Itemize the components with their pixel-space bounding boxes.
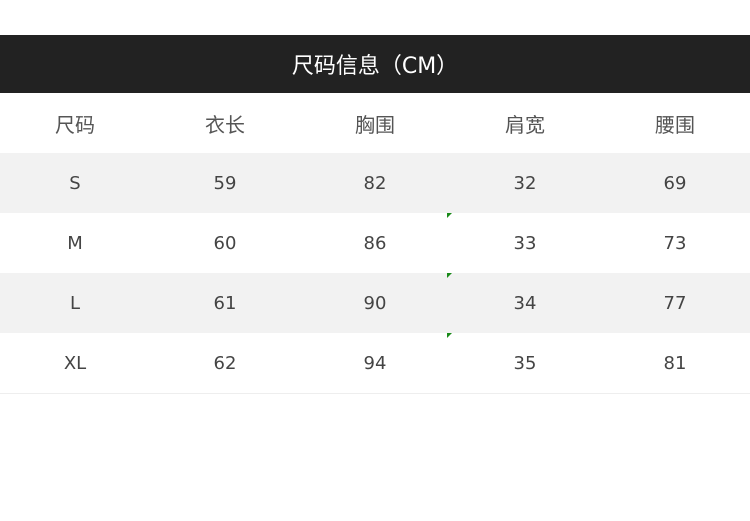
table-row: L 61 90 34 77 <box>0 273 750 333</box>
cell: 94 <box>363 352 387 374</box>
cell: 60 <box>213 232 237 254</box>
cell-marker-icon <box>447 273 452 278</box>
cell: M <box>67 232 83 254</box>
cell: 61 <box>213 292 237 314</box>
cell: S <box>69 172 81 194</box>
header-cell: 肩宽 <box>505 112 545 137</box>
header-cell: 衣长 <box>205 112 245 137</box>
header-row: 尺码 衣长 胸围 肩宽 腰围 <box>0 93 750 153</box>
cell: 34 <box>513 292 537 314</box>
table-title: 尺码信息（CM） <box>0 35 750 93</box>
size-table: 尺码 衣长 胸围 肩宽 腰围 S 59 82 32 69 M 60 86 33 … <box>0 93 750 394</box>
table-row: S 59 82 32 69 <box>0 153 750 213</box>
cell: 82 <box>363 172 387 194</box>
cell: 35 <box>513 352 537 374</box>
cell: L <box>69 292 81 314</box>
header-cell: 胸围 <box>355 112 395 137</box>
header-cell: 腰围 <box>655 112 695 137</box>
cell: 33 <box>513 232 537 254</box>
cell: 77 <box>663 292 687 314</box>
cell: 90 <box>363 292 387 314</box>
cell-marker-icon <box>447 213 452 218</box>
cell-marker-icon <box>447 333 452 338</box>
header-cell: 尺码 <box>55 112 95 137</box>
cell: 62 <box>213 352 237 374</box>
table-row: XL 62 94 35 81 <box>0 333 750 394</box>
cell: 32 <box>513 172 537 194</box>
cell: 86 <box>363 232 387 254</box>
cell: 59 <box>213 172 237 194</box>
cell: 69 <box>663 172 687 194</box>
cell: 81 <box>663 352 687 374</box>
cell: 73 <box>663 232 687 254</box>
cell: XL <box>63 352 87 374</box>
table-row: M 60 86 33 73 <box>0 213 750 273</box>
